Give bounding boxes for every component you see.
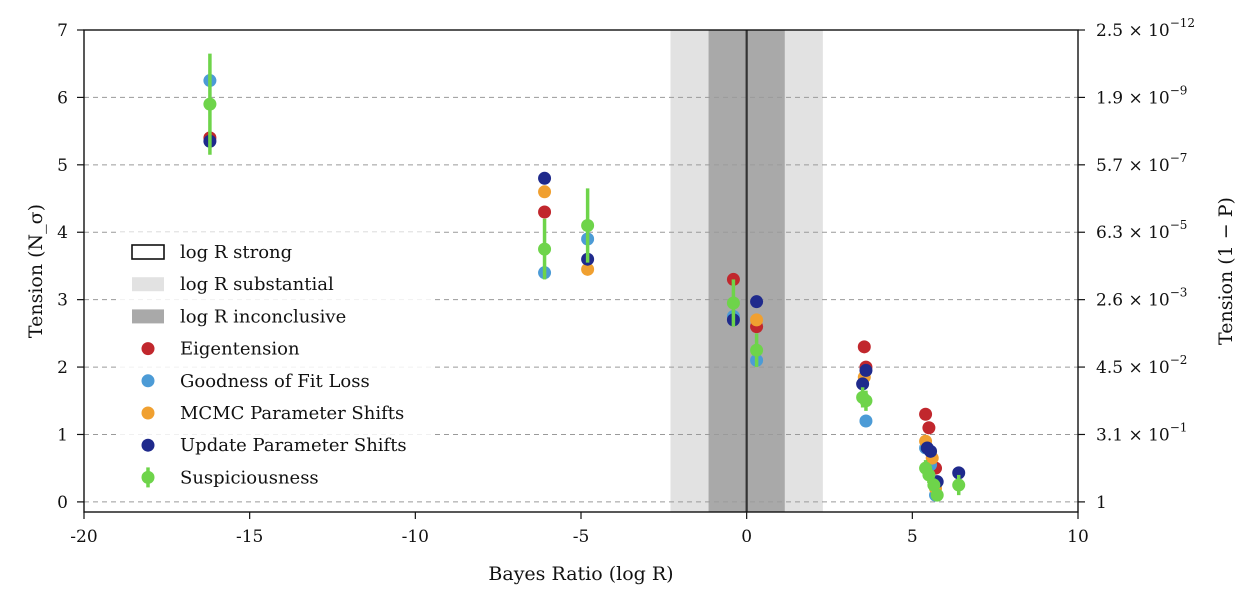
legend-label: Update Parameter Shifts (180, 435, 407, 456)
legend-label: Suspiciousness (180, 467, 319, 488)
y-tick-label: 7 (57, 21, 68, 41)
right-tick-label: 4.5 × 10−2 (1096, 353, 1187, 378)
y-tick-label: 3 (57, 291, 68, 311)
legend-label: MCMC Parameter Shifts (180, 403, 404, 424)
legend-label: Eigentension (180, 339, 300, 360)
right-tick-label: 2.5 × 10−12 (1096, 16, 1195, 41)
mcmc-parameter-shifts-point (538, 185, 552, 199)
x-tick-label: 5 (907, 527, 918, 547)
axes-layer: -20 -15 -10 -5 0 5 10 0 1 2 3 4 5 6 7 2.5 × 10−12 1.9 × … (25, 16, 1237, 585)
points-layer (203, 53, 966, 502)
x-tick-label: -15 (236, 527, 263, 547)
update-parameter-shifts-point (750, 295, 764, 309)
legend-marker (141, 470, 155, 484)
legend-label: log R strong (180, 242, 292, 263)
legend-label: Goodness of Fit Loss (180, 371, 370, 392)
legend-label: log R inconclusive (180, 306, 346, 327)
y-axis-label: Tension (N_σ) (25, 204, 47, 338)
legend: log R strong log R substantial log R incon… (116, 232, 432, 494)
x-tick-label: 10 (1067, 527, 1089, 547)
suspiciousness-point (750, 343, 764, 357)
right-tick-label: 1.9 × 10−9 (1096, 83, 1187, 108)
x-axis-label: Bayes Ratio (log R) (488, 563, 673, 585)
right-tick-label: 1 (1096, 493, 1107, 513)
suspiciousness-point (538, 242, 552, 256)
suspiciousness-point (927, 478, 941, 492)
right-tick-label: 6.3 × 10−5 (1096, 218, 1187, 243)
legend-marker (141, 342, 155, 356)
legend-swatch-patch (132, 309, 164, 324)
goodness-of-fit-loss-point (859, 414, 873, 428)
eigentension-point (919, 407, 933, 421)
suspiciousness-point (203, 97, 217, 111)
legend-marker (141, 374, 155, 388)
suspiciousness-point (952, 478, 966, 492)
eigentension-point (922, 421, 936, 435)
suspiciousness-point (726, 296, 740, 310)
x-tick-label: -10 (402, 527, 429, 547)
legend-swatch-box (131, 244, 165, 260)
mcmc-parameter-shifts-point (750, 313, 764, 327)
eigentension-point (857, 340, 871, 354)
update-parameter-shifts-point (538, 171, 552, 185)
x-tick-label: -20 (70, 527, 97, 547)
update-parameter-shifts-point (924, 444, 938, 458)
legend-marker (141, 438, 155, 452)
right-tick-label: 2.6 × 10−3 (1096, 286, 1187, 311)
update-parameter-shifts-point (859, 363, 873, 377)
update-parameter-shifts-point (952, 466, 966, 480)
right-tick-label: 3.1 × 10−1 (1096, 420, 1187, 445)
legend-label: log R substantial (180, 274, 334, 295)
legend-frame (116, 232, 432, 494)
legend-swatch-patch (132, 277, 164, 292)
suspiciousness-point (581, 218, 595, 232)
y-axis-right-label: Tension (1 − P) (1215, 197, 1237, 345)
y-tick-label: 0 (57, 493, 68, 513)
right-tick-label: 5.7 × 10−7 (1096, 151, 1187, 176)
legend-marker (141, 406, 155, 420)
y-tick-label: 5 (57, 156, 68, 176)
y-tick-label: 4 (57, 223, 68, 243)
suspiciousness-point (859, 394, 873, 408)
update-parameter-shifts-point (856, 377, 870, 391)
mcmc-parameter-shifts-point (581, 262, 595, 276)
suspiciousness-point (930, 488, 944, 502)
x-tick-label: 0 (741, 527, 752, 547)
y-tick-label: 2 (57, 358, 68, 378)
y-tick-label: 1 (57, 425, 68, 445)
y-tick-label: 6 (57, 88, 68, 108)
eigentension-point (538, 205, 552, 219)
suspiciousness-point (922, 468, 936, 482)
x-tick-label: -5 (573, 527, 590, 547)
